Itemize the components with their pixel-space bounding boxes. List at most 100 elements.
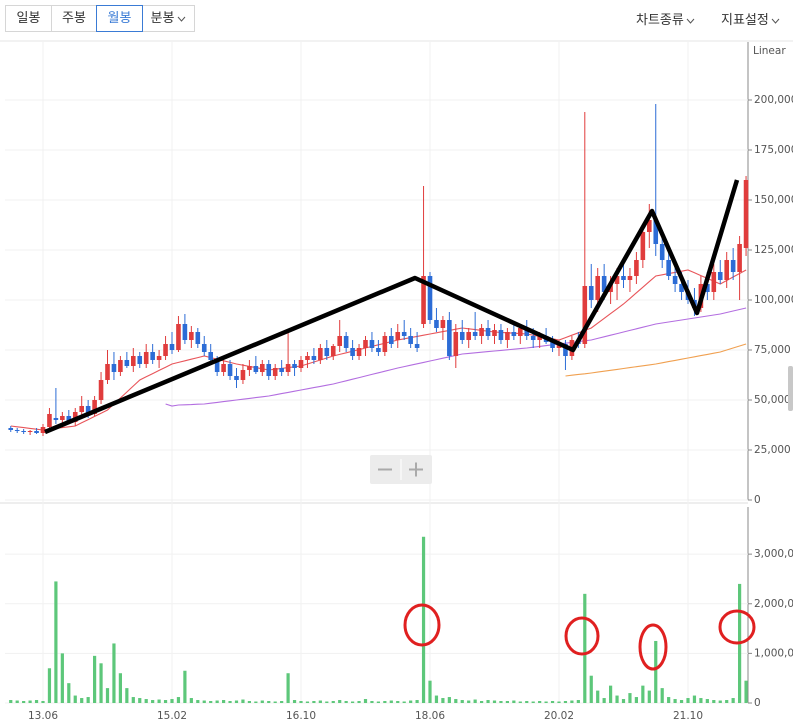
candle-body: [85, 406, 91, 414]
volume-bar: [486, 700, 490, 703]
volume-bar: [47, 668, 52, 703]
volume-bar: [660, 688, 664, 703]
candle-body: [434, 320, 439, 328]
volume-bar: [409, 700, 413, 703]
volume-bar: [196, 700, 200, 703]
volume-bar: [86, 697, 90, 703]
y-tick-label: 50,000: [754, 394, 791, 406]
interval-button[interactable]: 일봉: [5, 5, 52, 32]
chevron: [178, 16, 186, 22]
volume-bar: [402, 701, 406, 703]
candle-body: [395, 332, 401, 340]
y-tick-label: 1,000,000: [754, 647, 793, 659]
volume-bar: [118, 673, 122, 703]
volume-bar: [144, 699, 148, 703]
volume-bar: [576, 700, 580, 703]
volume-bar: [686, 698, 690, 703]
interval-button[interactable]: 분봉: [142, 5, 195, 32]
candle-body: [21, 431, 26, 432]
candle-body: [60, 416, 65, 420]
toolbar: 일봉 주봉 월봉 분봉 차트종류 지표설정: [0, 0, 793, 38]
candle-body: [440, 320, 446, 328]
candle-body: [666, 260, 671, 276]
volume-bar: [370, 701, 374, 703]
candle-body: [337, 336, 342, 346]
volume-bar: [93, 655, 97, 703]
volume-bar: [480, 701, 484, 703]
candle-body: [14, 430, 20, 431]
interval-button[interactable]: 월봉: [96, 5, 143, 32]
candle-body: [550, 342, 555, 348]
volume-bar: [550, 701, 555, 703]
volume-bar: [254, 701, 258, 703]
candle-body: [479, 328, 484, 336]
interval-button[interactable]: 주봉: [51, 5, 97, 32]
volume-bar: [73, 695, 77, 703]
volume-bar: [712, 700, 716, 703]
volume-bar: [396, 701, 400, 703]
candle-body: [653, 220, 659, 244]
candle-body: [498, 330, 504, 340]
y-tick-label: 3,000,000: [754, 548, 793, 560]
candle-body: [376, 348, 381, 352]
y-tick-label: 150,000: [754, 194, 793, 206]
candle-body: [685, 292, 691, 300]
volume-bar: [363, 699, 368, 703]
interval-label: 일봉: [16, 11, 41, 26]
volume-bar: [209, 701, 213, 703]
candle-body: [692, 300, 697, 308]
volume-bar: [467, 700, 471, 703]
volume-bar: [215, 700, 219, 703]
menu-label: 지표설정: [721, 13, 769, 28]
candle-body: [182, 324, 188, 340]
candle-body: [66, 416, 72, 422]
volume-bar: [473, 699, 477, 703]
volume-bar: [718, 700, 722, 703]
volume-bar: [647, 690, 651, 703]
volume-bar: [615, 695, 619, 703]
volume-bar: [331, 701, 335, 703]
candle-body: [698, 284, 704, 308]
volume-bar: [222, 700, 226, 703]
candle-body: [98, 380, 104, 400]
candle-body: [414, 344, 420, 348]
y-tick-label: 100,000: [754, 294, 793, 306]
candle-body: [72, 412, 78, 422]
candle-body: [505, 332, 510, 340]
volume-bar: [189, 698, 193, 703]
candle-body: [8, 428, 14, 430]
volume-bar: [163, 700, 168, 703]
y-tick-label: 75,000: [754, 344, 791, 356]
volume-bar: [531, 701, 535, 703]
candle-body: [724, 260, 729, 280]
volume-bar: [415, 700, 419, 703]
candle-body: [621, 276, 626, 280]
candle-body: [350, 348, 355, 356]
volume-bar: [738, 583, 742, 703]
volume-bar: [460, 700, 464, 703]
candle-body: [169, 344, 175, 350]
menu-button[interactable]: 지표설정: [721, 9, 780, 28]
candle-body: [247, 366, 252, 370]
candle-body: [111, 364, 117, 372]
candle-body: [447, 320, 452, 356]
volume-bar: [202, 700, 206, 703]
chevron: [771, 18, 780, 24]
volume-bar: [705, 699, 709, 703]
volume-bar: [105, 688, 110, 703]
candle-body: [530, 336, 536, 340]
volume-bar: [357, 701, 361, 703]
menu-button[interactable]: 차트종류: [636, 9, 695, 28]
candle-body: [189, 332, 194, 340]
volume-bar: [492, 700, 497, 703]
volume-bar: [499, 701, 503, 703]
candle-body: [485, 328, 491, 336]
volume-bar: [99, 663, 103, 703]
volume-bar: [454, 699, 458, 703]
candle-body: [647, 220, 652, 232]
candle-body: [627, 276, 633, 280]
candle-body: [737, 244, 742, 272]
volume-bar: [570, 700, 574, 703]
y-tick-label: 175,000: [754, 144, 793, 156]
